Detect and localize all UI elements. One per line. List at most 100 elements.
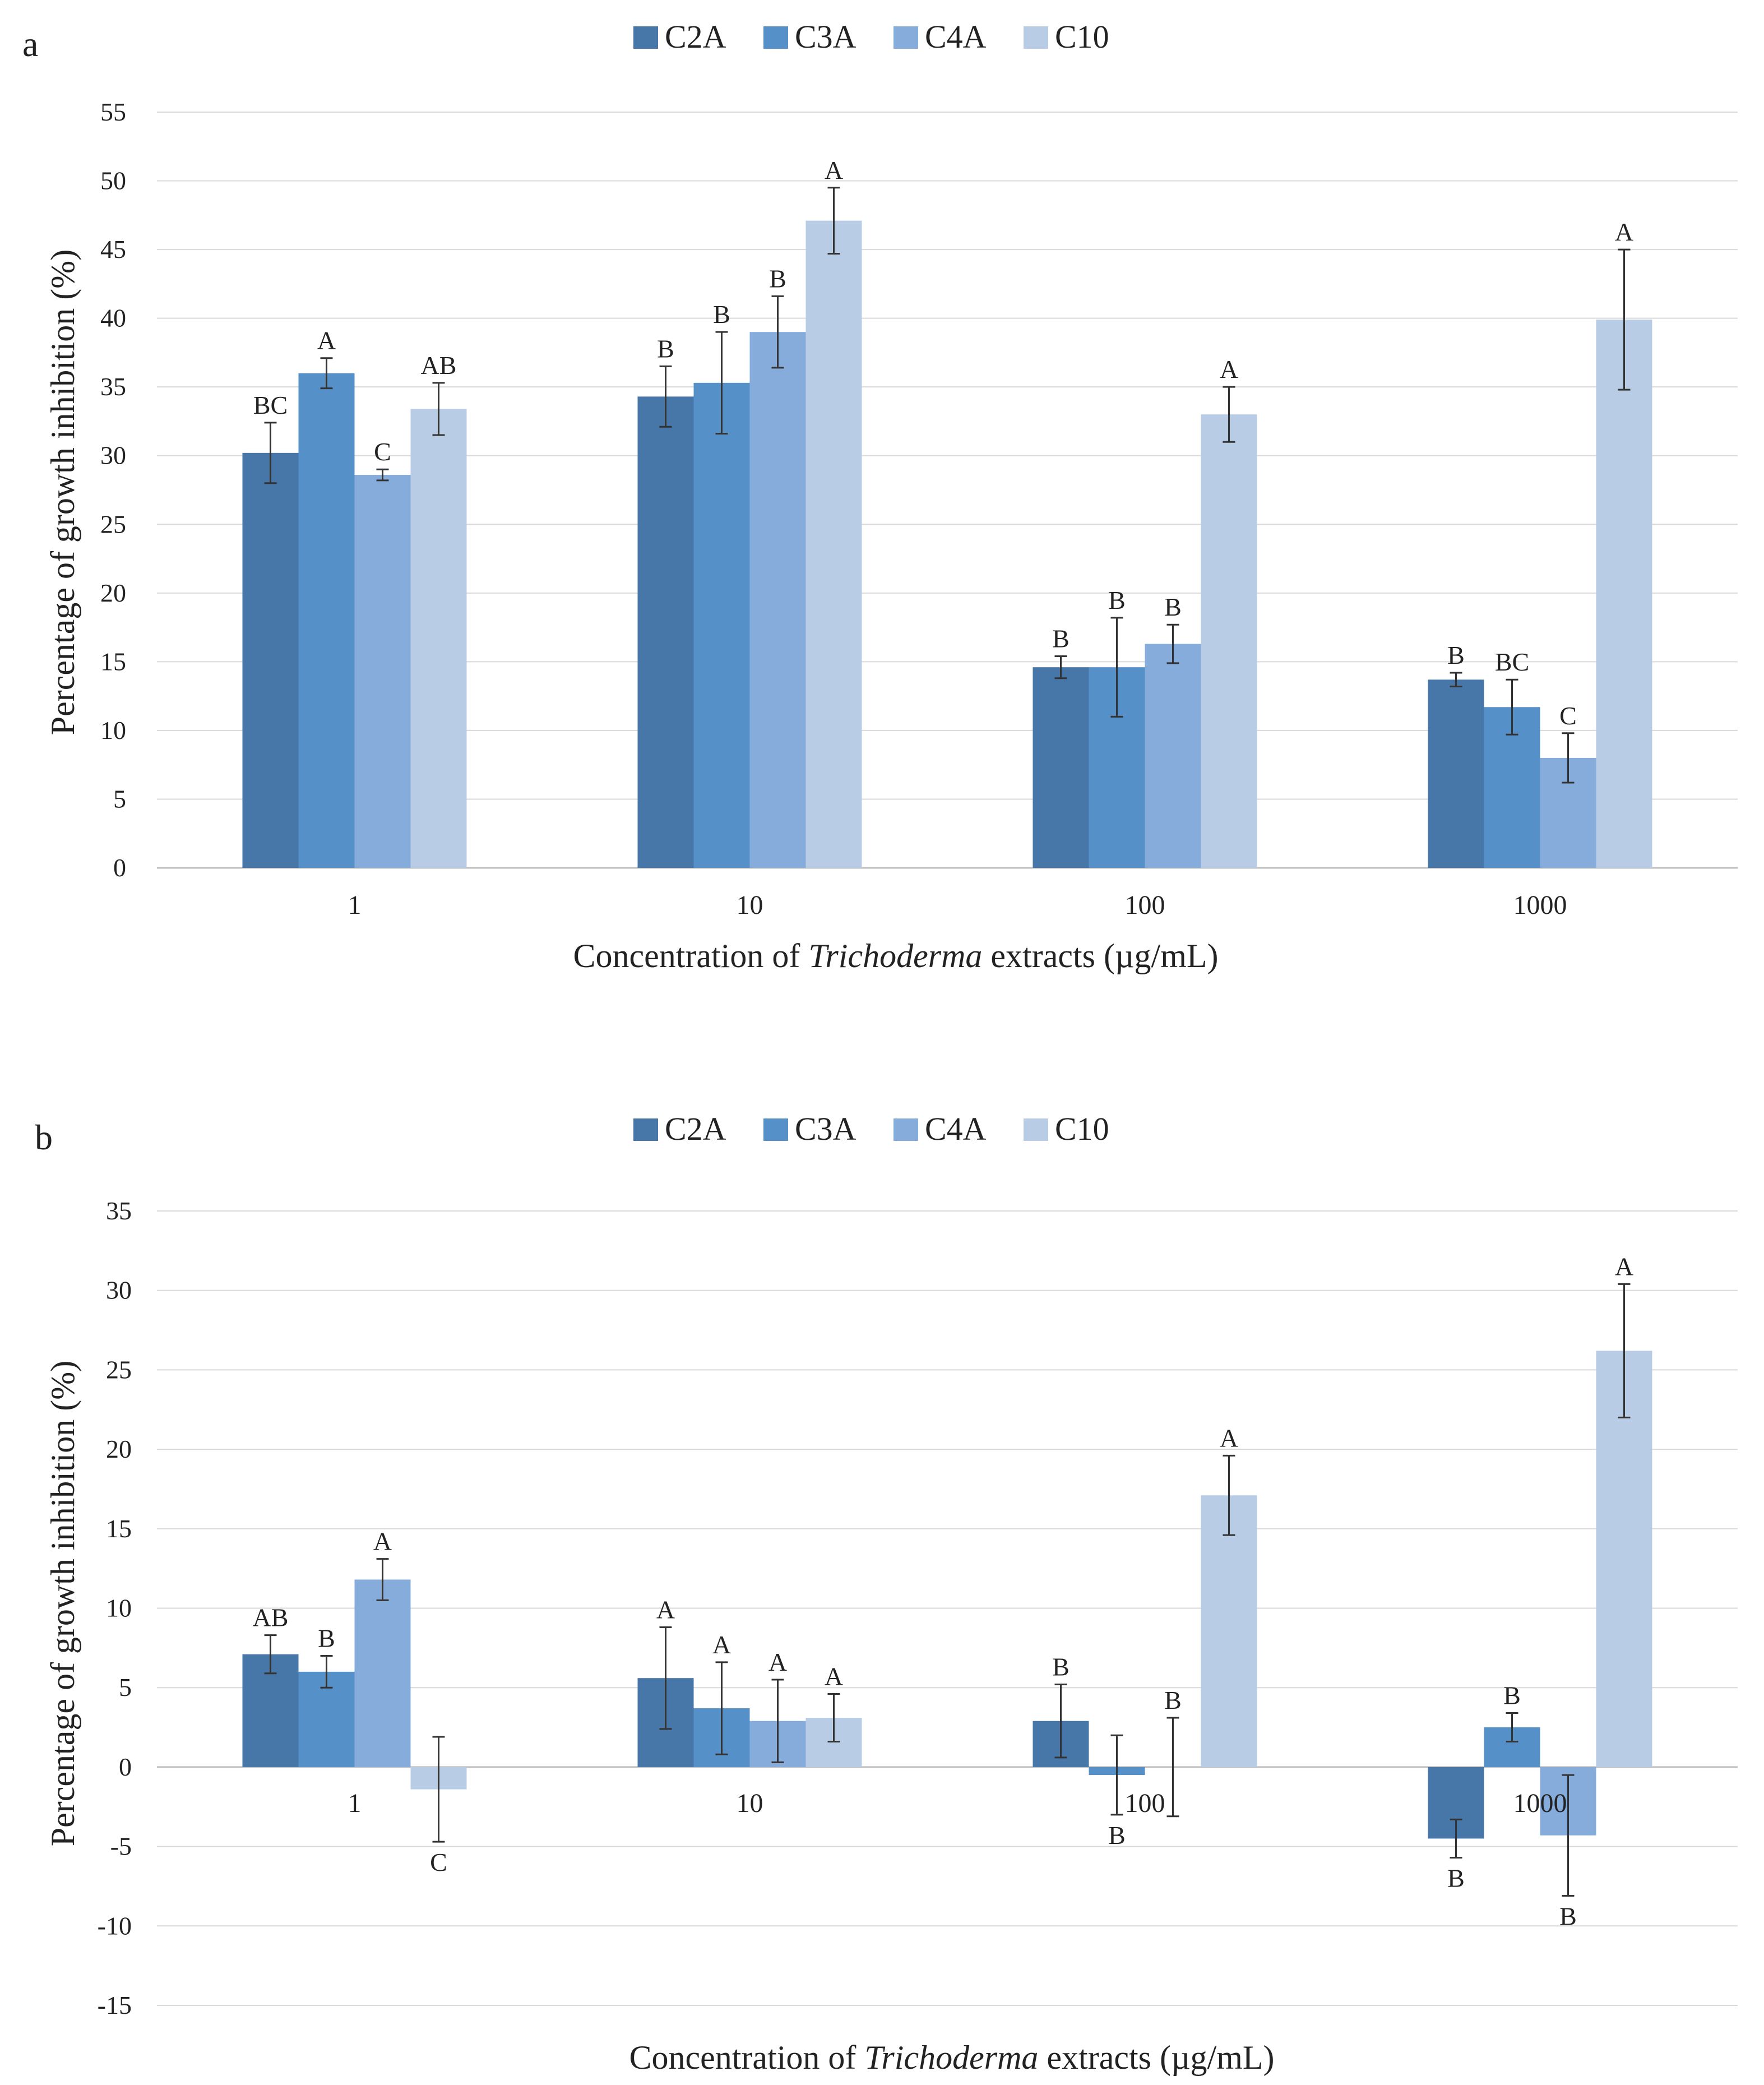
legend-swatch-c4a	[893, 26, 918, 49]
legend-label-c4a: C4A	[925, 19, 987, 55]
significance-label: B	[1164, 1686, 1182, 1714]
significance-label: B	[769, 264, 786, 293]
significance-label: B	[1108, 586, 1126, 614]
y-tick-label: 5	[119, 1673, 132, 1702]
bar-c3a-10	[693, 382, 750, 868]
significance-label: A	[825, 156, 843, 184]
bar-c10-10	[805, 220, 862, 868]
bar-c2a-100	[1033, 667, 1089, 868]
bar-c4a-100	[1145, 644, 1201, 868]
legend-label-c10: C10	[1055, 19, 1109, 55]
panel-b-x-axis-title: Concentration of Trichoderma extracts (µ…	[629, 2039, 1274, 2076]
panel-b-error-bars	[264, 1283, 1631, 1897]
legend-swatch-c3a	[763, 1118, 788, 1141]
y-tick-label: 35	[106, 1196, 132, 1225]
significance-label: A	[1220, 1423, 1238, 1452]
significance-label: B	[713, 300, 730, 329]
y-tick-label: 5	[113, 784, 126, 813]
significance-label: B	[1447, 1864, 1465, 1892]
category-label-10: 10	[737, 890, 763, 920]
legend-label-c4a: C4A	[925, 1111, 987, 1147]
y-tick-label: 15	[106, 1514, 132, 1543]
panel-a-bars	[242, 220, 1652, 868]
significance-label: A	[656, 1596, 675, 1624]
panel-b-y-tick-labels: -15 -10 -5 0 5 10 15 20 25 30 35	[98, 1196, 132, 2019]
category-label-10: 10	[737, 1788, 763, 1818]
bar-c3a-1	[298, 373, 355, 868]
category-label-1: 1	[348, 890, 362, 920]
y-tick-label: 10	[100, 716, 126, 745]
significance-label: B	[318, 1624, 335, 1653]
significance-label: B	[1503, 1681, 1521, 1710]
significance-label: C	[374, 437, 391, 466]
significance-label: A	[712, 1630, 731, 1659]
significance-label: C	[430, 1848, 447, 1876]
bar-c10-1000	[1596, 320, 1652, 868]
legend-swatch-c2a	[633, 1118, 658, 1141]
legend-swatch-c10	[1024, 1118, 1048, 1141]
y-tick-label: 20	[100, 579, 126, 607]
legend-label-c3a: C3A	[795, 19, 856, 55]
y-tick-label: 55	[100, 98, 126, 126]
significance-label: B	[1447, 641, 1465, 669]
y-tick-label: 30	[100, 441, 126, 470]
panel-a-y-tick-labels: 0 5 10 15 20 25 30 35 40 45 50 55	[100, 98, 126, 882]
significance-label: A	[825, 1662, 843, 1691]
y-tick-label: 45	[100, 235, 126, 263]
significance-label: A	[1220, 355, 1238, 383]
bar-c2a-10	[637, 396, 694, 868]
legend-swatch-c10	[1024, 26, 1048, 49]
panel-a-category-labels: 1 10 100 1000	[348, 890, 1567, 920]
y-tick-label: 15	[100, 647, 126, 676]
panel-b-letter: b	[35, 1117, 53, 1157]
bar-c2a-1000	[1428, 679, 1484, 868]
panel-a-error-bars	[264, 187, 1631, 784]
category-label-1000: 1000	[1513, 890, 1567, 920]
panel-b-y-axis-title: Percentage of growth inhibition (%)	[44, 1361, 81, 1846]
legend-swatch-c3a	[763, 26, 788, 49]
category-label-100: 100	[1125, 1788, 1165, 1818]
panel-b-gridlines	[157, 1210, 1738, 2006]
category-label-1: 1	[348, 1788, 362, 1818]
y-tick-label: 10	[106, 1594, 132, 1622]
significance-label: BC	[1495, 648, 1529, 676]
y-tick-label: 40	[100, 304, 126, 332]
panel-a-x-axis-title: Concentration of Trichoderma extracts (µ…	[573, 937, 1218, 974]
significance-label: B	[1108, 1821, 1126, 1850]
bar-c10-1000	[1596, 1351, 1652, 1767]
legend-label-c2a: C2A	[665, 1111, 726, 1147]
bar-c10-100	[1201, 414, 1257, 868]
significance-label: C	[1559, 701, 1577, 730]
significance-label: A	[768, 1648, 787, 1676]
y-tick-label: -10	[98, 1911, 132, 1940]
legend-swatch-c2a	[633, 26, 658, 49]
bar-c4a-1	[354, 1579, 411, 1767]
significance-label: A	[373, 1527, 392, 1556]
significance-label: B	[1164, 593, 1182, 621]
legend-swatch-c4a	[893, 1118, 918, 1141]
legend-label-c3a: C3A	[795, 1111, 856, 1147]
significance-label: AB	[253, 1603, 289, 1632]
significance-label: B	[657, 334, 674, 363]
bar-c4a-1	[354, 475, 411, 868]
y-tick-label: 25	[106, 1355, 132, 1384]
bar-c2a-1	[242, 452, 299, 868]
panel-b-category-labels: 1 10 100 1000	[348, 1788, 1567, 1818]
legend-label-c10: C10	[1055, 1111, 1109, 1147]
category-label-100: 100	[1125, 890, 1165, 920]
significance-label: BC	[253, 391, 288, 419]
significance-label: A	[1615, 1252, 1633, 1280]
y-tick-label: 0	[113, 853, 126, 882]
y-tick-label: 50	[100, 167, 126, 195]
significance-label: B	[1052, 1653, 1069, 1681]
y-tick-label: 0	[119, 1753, 132, 1781]
significance-label: A	[317, 326, 336, 355]
panel-a-y-axis-title: Percentage of growth inhibition (%)	[44, 249, 81, 735]
category-label-1000: 1000	[1513, 1788, 1567, 1818]
y-tick-label: 20	[106, 1435, 132, 1463]
